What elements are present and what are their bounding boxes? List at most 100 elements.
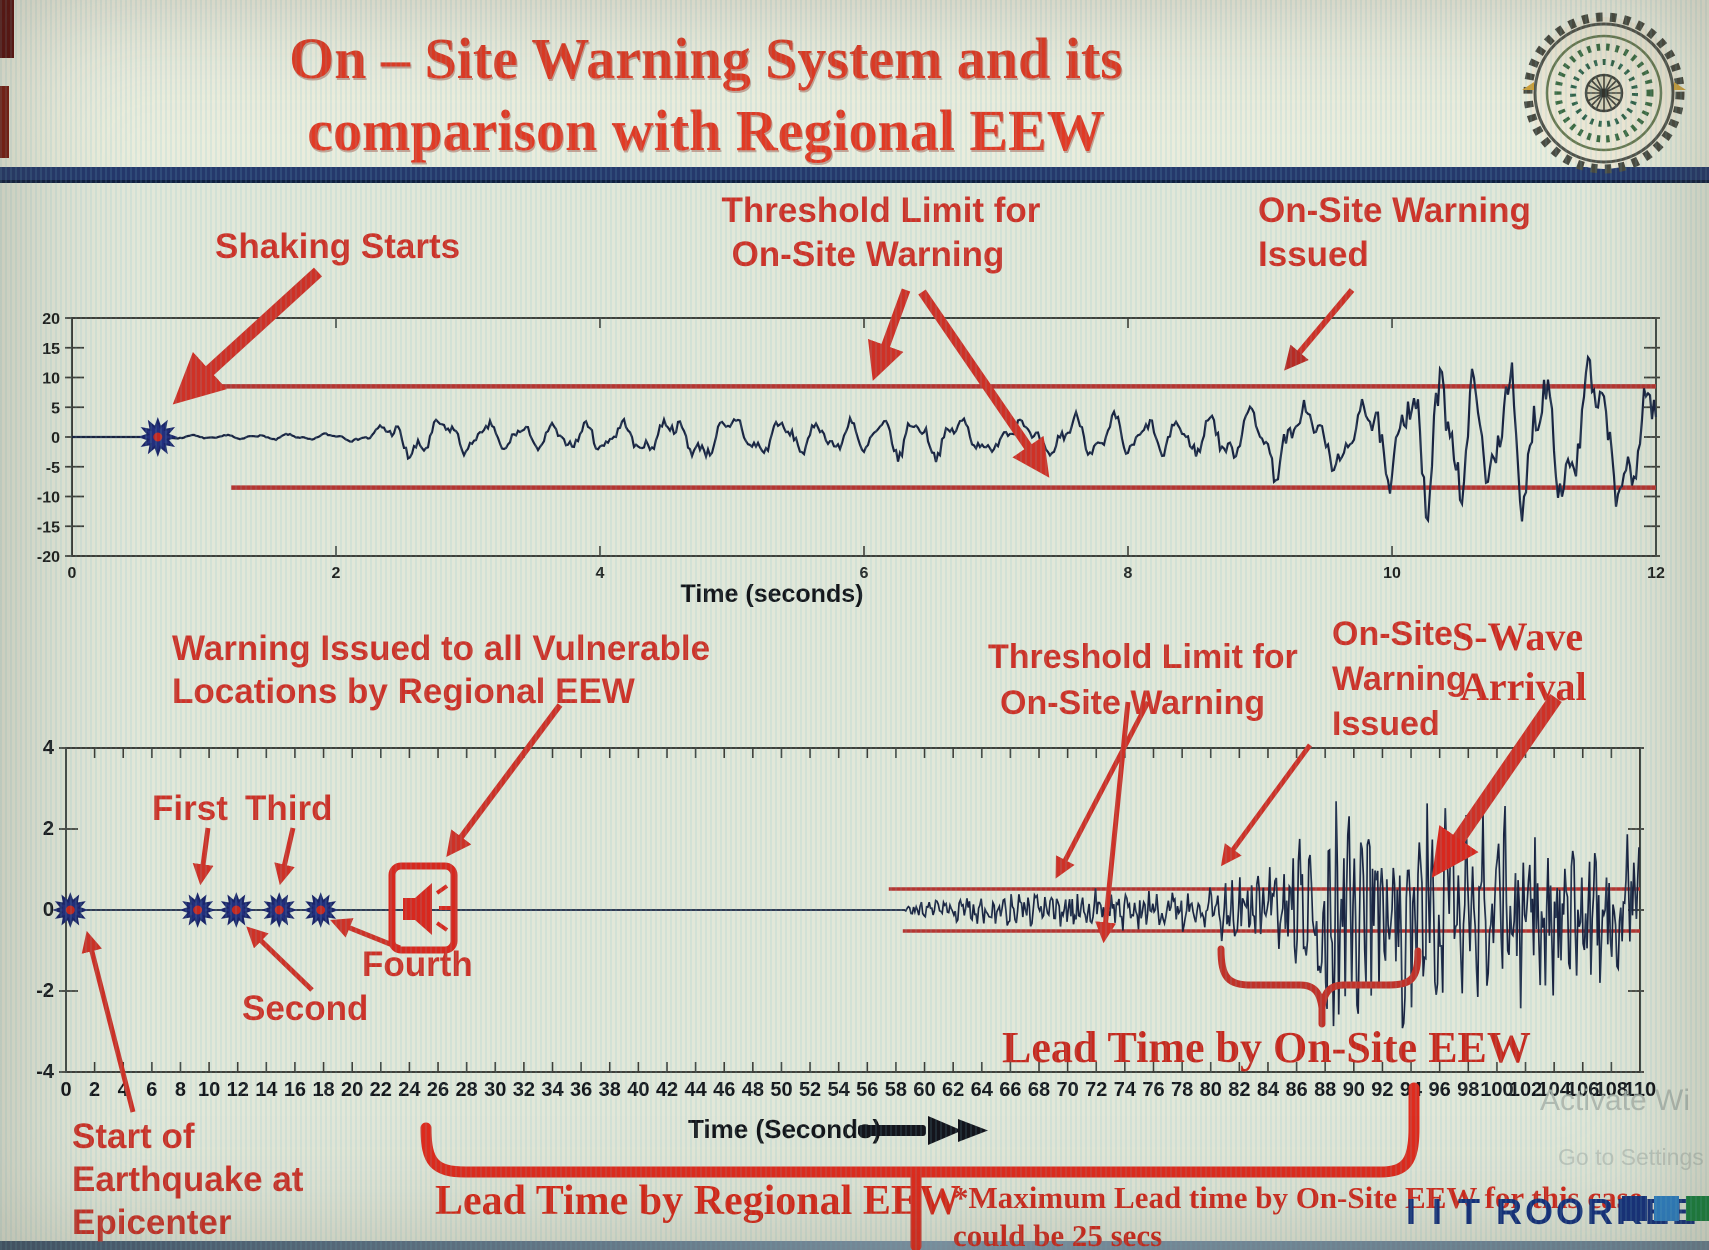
annotation-threshold-bot-line2: On-Site Warning <box>1000 684 1265 722</box>
annotation-issued-top-line2: Issued <box>1258 235 1369 274</box>
x-tick-label: 106 <box>1566 1079 1599 1101</box>
label-marker-second: Second <box>242 989 368 1028</box>
photo-bottom-edge <box>0 1241 1709 1250</box>
y-tick-label: -20 <box>37 549 60 566</box>
x-tick-label: 6 <box>860 565 869 582</box>
annotation-threshold-top-line2: On-Site Warning <box>732 235 1005 274</box>
y-tick-label: 10 <box>42 371 60 388</box>
x-tick-label: 30 <box>484 1079 506 1101</box>
x-tick-label: 102 <box>1509 1079 1542 1101</box>
slide-header <box>0 0 1709 167</box>
x-tick-label: 76 <box>1142 1079 1164 1101</box>
annotation-threshold-bot-line1: Threshold Limit for <box>988 638 1298 676</box>
label-lead-onsite: Lead Time by On-Site EEW <box>1002 1023 1531 1072</box>
logo-left-ornament <box>1522 82 1534 90</box>
event-star-center <box>274 905 284 915</box>
seismogram-waveform <box>72 354 1658 524</box>
x-tick-label: 18 <box>312 1079 334 1101</box>
y-tick-label: 2 <box>43 818 54 840</box>
x-tick-label: 74 <box>1114 1079 1137 1101</box>
y-tick-label: 15 <box>42 341 60 358</box>
x-tick-label: 78 <box>1171 1079 1193 1101</box>
logo-right-ornament <box>1674 82 1686 90</box>
x-tick-label: 50 <box>770 1079 792 1101</box>
brand-squares <box>1622 1196 1709 1221</box>
x-tick-label: 36 <box>570 1079 592 1101</box>
x-tick-label: 110 <box>1624 1079 1656 1101</box>
x-tick-label: 62 <box>942 1079 964 1101</box>
x-tick-label: 60 <box>913 1079 935 1101</box>
plot-border <box>71 317 1657 557</box>
photo-edge-artifact <box>0 86 9 158</box>
annotation-start-line1: Start of <box>72 1117 195 1156</box>
x-tick-label: 54 <box>828 1079 851 1101</box>
x-tick-label: 90 <box>1343 1079 1365 1101</box>
y-tick-label: -10 <box>37 490 60 507</box>
event-star-center <box>65 905 75 915</box>
x-tick-label: 32 <box>513 1079 535 1101</box>
annotation-issued-bot-line1: On-Site <box>1332 615 1453 653</box>
brace-lead-onsite <box>1217 945 1422 1028</box>
x-tick-label: 96 <box>1429 1079 1451 1101</box>
x-tick-label: 42 <box>656 1079 678 1101</box>
chart-onsite-warning: 0 2 4 6 8 10 12 20 15 10 5 0 -5 -10 -15 -20 <box>37 311 1665 582</box>
y-tick-label: -4 <box>36 1061 55 1083</box>
annotation-start-line3: Epicenter <box>72 1203 232 1242</box>
x-tick-label: 108 <box>1595 1079 1628 1101</box>
x-tick-label: 70 <box>1057 1079 1079 1101</box>
annotation-start-line2: Earthquake at <box>72 1160 304 1199</box>
x-tick-label: 10 <box>1383 565 1401 582</box>
direction-arrow-icon <box>858 1116 988 1145</box>
x-tick-label: 8 <box>1124 565 1133 582</box>
y-tick-label: -5 <box>46 460 60 477</box>
y-tick-label: 4 <box>43 737 55 759</box>
label-lead-regional: Lead Time by Regional EEW <box>435 1178 961 1224</box>
x-tick-label: 98 <box>1457 1079 1479 1101</box>
y-tick-label: 5 <box>51 400 60 417</box>
x-tick-label: 12 <box>1647 565 1665 582</box>
y-tick-label: 0 <box>43 899 54 921</box>
photo-edge-artifact <box>0 0 14 58</box>
x-tick-label: 10 <box>198 1079 220 1101</box>
annotation-swave-line2: Arrival <box>1460 664 1587 709</box>
regional-warning-speaker-icon <box>388 862 458 954</box>
activation-watermark-line1: Activate Wi <box>1540 1084 1690 1117</box>
x-tick-label: 86 <box>1285 1079 1307 1101</box>
xlabel-top: Time (seconds) <box>681 580 864 608</box>
event-star-center <box>231 905 241 915</box>
x-tick-label: 56 <box>856 1079 878 1101</box>
x-tick-label: 2 <box>332 565 341 582</box>
x-tick-label: 84 <box>1257 1079 1280 1101</box>
slide-title-line2: comparison with Regional EEW <box>307 98 1105 163</box>
chart-regional-comparison: 0 2 4 6 8 10 12 14 16 18 20 22 24 26 28 30 32 34 36 38 40 42 4… <box>36 737 1656 1101</box>
event-star-center <box>316 905 326 915</box>
header-separator <box>0 167 1709 183</box>
x-tick-label: 28 <box>456 1079 478 1101</box>
activation-watermark-line2: Go to Settings <box>1558 1144 1704 1170</box>
y-tick-label: -2 <box>36 980 54 1002</box>
x-tick-label: 88 <box>1314 1079 1336 1101</box>
event-star-center <box>153 432 163 442</box>
x-tick-label: 64 <box>971 1079 994 1101</box>
x-tick-label: 40 <box>627 1079 649 1101</box>
x-tick-label: 52 <box>799 1079 821 1101</box>
iit-roorkee-logo-icon <box>1522 12 1686 174</box>
bracket-lead-regional <box>420 1082 1420 1178</box>
x-tick-label: 100 <box>1480 1079 1513 1101</box>
x-tick-label: 80 <box>1200 1079 1222 1101</box>
x-tick-label: 72 <box>1085 1079 1107 1101</box>
x-tick-label: 46 <box>713 1079 735 1101</box>
annotation-issued-bot-line3: Issued <box>1332 705 1440 743</box>
x-tick-label: 14 <box>255 1079 278 1101</box>
lead-time-braces <box>420 945 1422 1250</box>
annotation-regional-warning-line2: Locations by Regional EEW <box>172 672 635 711</box>
event-star-center <box>193 905 203 915</box>
annotation-shaking-starts: Shaking Starts <box>215 227 460 266</box>
x-tick-label: 66 <box>999 1079 1021 1101</box>
annotation-swave-line1: S-Wave <box>1452 614 1583 659</box>
x-tick-label: 12 <box>227 1079 249 1101</box>
x-tick-label: 4 <box>596 565 605 582</box>
x-tick-label: 2 <box>89 1079 100 1101</box>
